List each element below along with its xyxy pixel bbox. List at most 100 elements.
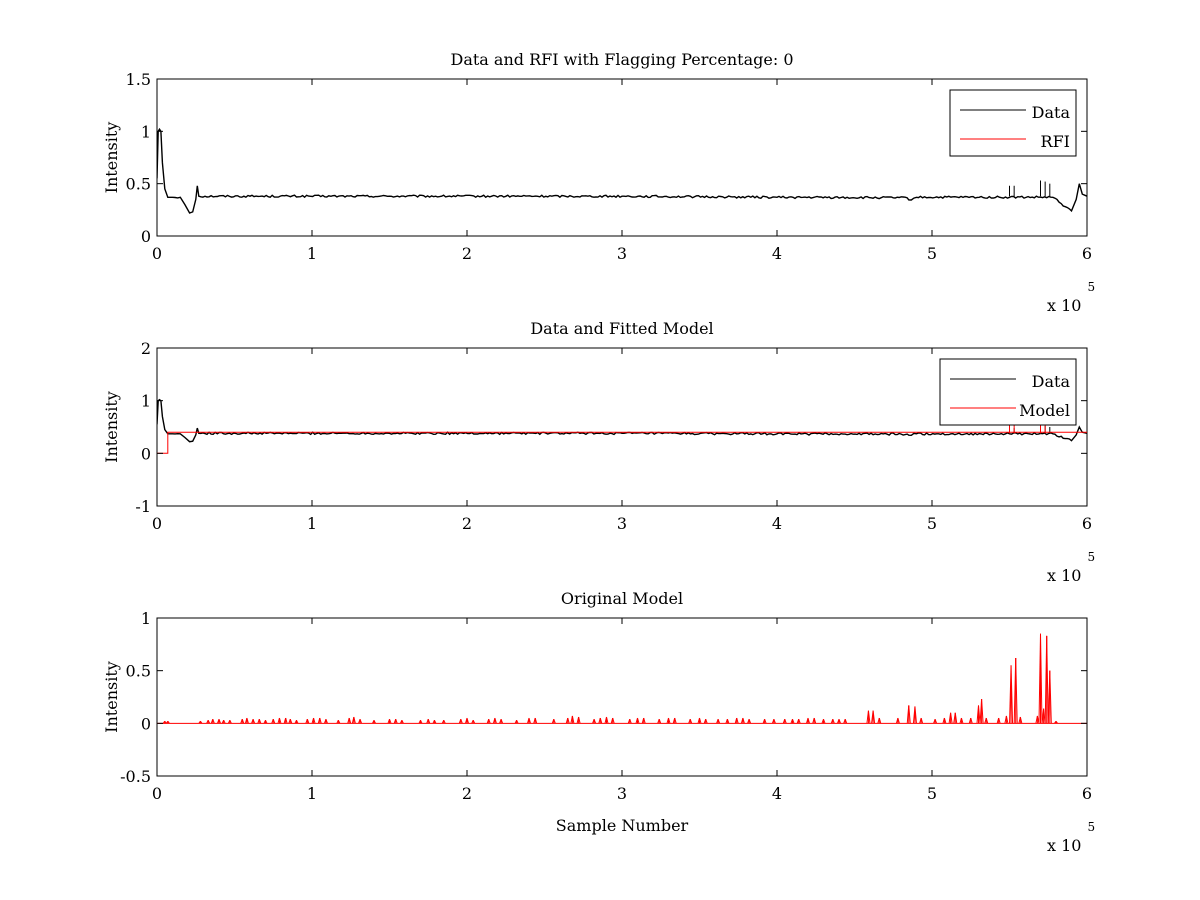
spike-flank [246, 717, 249, 724]
x-tick-label: 4 [772, 514, 782, 533]
spike-flank [908, 705, 911, 724]
spike-flank [629, 718, 632, 724]
axes-box [156, 78, 1088, 237]
spike-flank [878, 717, 882, 724]
spike-flank [278, 717, 282, 724]
plot-area [157, 127, 1087, 214]
subplot-title: Data and RFI with Flagging Percentage: 0 [450, 50, 793, 69]
spike-flank [934, 718, 938, 724]
legend-label: RFI [1041, 132, 1070, 151]
x-tick-label: 2 [462, 784, 472, 803]
legend-box [939, 358, 1077, 426]
y-axis-label: Intensity [102, 122, 121, 194]
y-tick-label: 1 [141, 609, 151, 628]
subplot-title: Original Model [561, 589, 683, 608]
spike-flank [1040, 633, 1043, 724]
x-tick-label: 6 [1082, 514, 1092, 533]
spike-flank [285, 717, 288, 724]
x-tick-label: 3 [617, 244, 627, 263]
x-tick-label: 4 [772, 784, 782, 803]
x-tick-label: 5 [927, 514, 937, 533]
spike-flank [578, 716, 581, 724]
series-model [157, 633, 1087, 724]
spike-flank [223, 719, 226, 724]
spike-flank [167, 720, 170, 724]
y-tick-label: 0 [141, 227, 151, 246]
spike-flank [1005, 715, 1009, 724]
spike-flank [914, 706, 917, 724]
spike-flank [717, 718, 721, 724]
spike-flank [897, 717, 900, 724]
spike-flank [229, 719, 232, 724]
spike-flank [494, 717, 497, 724]
x-tick-label: 1 [307, 244, 317, 263]
axes-box [156, 617, 1088, 777]
series-data [157, 127, 1087, 214]
spike-flank [674, 717, 677, 724]
y-tick-label: 0 [141, 444, 151, 463]
spike-flank [960, 717, 964, 724]
spike-flank [612, 717, 615, 724]
legend: Data Model [939, 358, 1077, 426]
y-tick-label: -0.5 [120, 767, 151, 786]
spike-flank [516, 719, 519, 724]
spike-flank [567, 717, 570, 724]
spike-flank [773, 718, 776, 724]
spike-flank [792, 718, 795, 724]
spike-flank [599, 717, 603, 724]
spike-flank [553, 718, 556, 724]
spike-flank [844, 718, 848, 724]
spike-flank [689, 718, 693, 724]
spike-flank [823, 718, 826, 724]
spike-flank [705, 718, 708, 724]
spike-flank [500, 718, 504, 724]
x-tick-label: 0 [152, 244, 162, 263]
spike-flank [325, 718, 328, 724]
x-axis-label: Sample Number [556, 816, 689, 835]
spike-flank [528, 717, 531, 724]
y-axis-label: Intensity [102, 661, 121, 733]
spike-flank [699, 717, 702, 724]
spike-flank [736, 717, 739, 724]
spike-flank [258, 718, 262, 724]
x-tick-label: 3 [617, 514, 627, 533]
spike-flank [313, 717, 316, 724]
spike-flank [985, 717, 989, 724]
legend-label: Data [1032, 103, 1071, 122]
spike-flank [296, 719, 299, 724]
spike-flank [637, 717, 640, 724]
spike-flank [212, 718, 215, 724]
spike-flank [534, 717, 538, 724]
spike-flank [460, 718, 463, 724]
x-exponent-label: x 105 [1047, 550, 1095, 585]
series-line [157, 431, 1087, 454]
spike-flank [359, 718, 363, 724]
spike-flank [1046, 635, 1049, 724]
y-tick-label: 0.5 [126, 662, 151, 681]
legend-label: Data [1032, 372, 1071, 391]
spike-flank [265, 719, 268, 724]
spike-flank [272, 718, 276, 724]
spike-flank [348, 717, 352, 724]
y-tick-label: -1 [135, 497, 151, 516]
spike-flank [872, 710, 876, 724]
legend-label: Model [1019, 401, 1070, 420]
subplot-1: 0 1 2 3 4 5 6 0 0.5 1 1.5 x 105 Data and RFI with Fl… [102, 50, 1095, 315]
spike-flank [472, 719, 476, 724]
spike-flank [389, 718, 392, 724]
spike-flank [920, 717, 924, 724]
x-tick-label: 2 [462, 514, 472, 533]
plot-area [157, 633, 1087, 724]
y-tick-label: 0.5 [126, 175, 151, 194]
spike-flank [813, 717, 817, 724]
y-tick-label: 1.5 [126, 70, 151, 89]
spike-flank [1055, 720, 1058, 724]
spike-flank [668, 717, 671, 724]
spike-flank [427, 718, 431, 724]
spike-flank [252, 718, 256, 724]
spike-flank [742, 717, 745, 724]
spike-flank [433, 719, 437, 724]
spike-flank [1019, 716, 1023, 724]
spike-flank [571, 715, 575, 724]
